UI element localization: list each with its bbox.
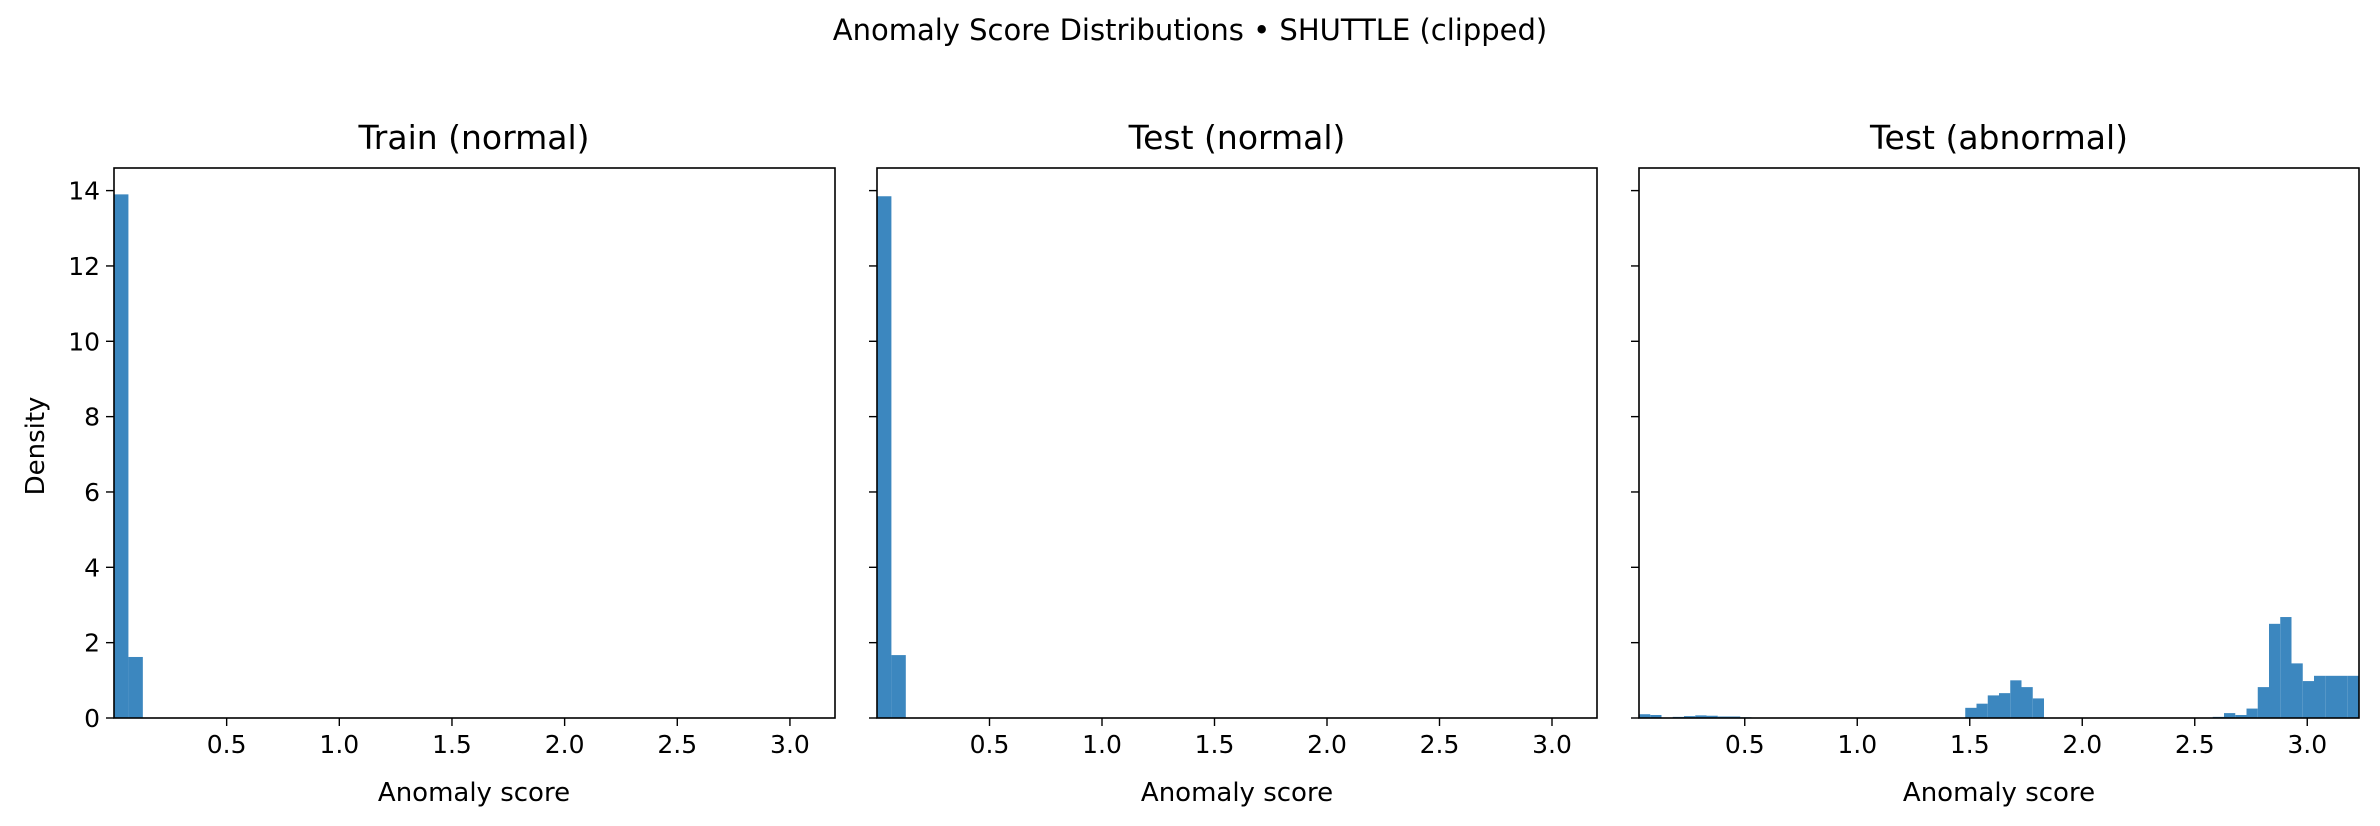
panel-2-plot: 0.5 1.0 1.5 2.0 2.5 3.0 [869,167,1598,759]
panel-3-bar [1976,703,1988,718]
panel-3-bar [1999,693,2011,718]
panel-2-axes-frame [876,167,1598,719]
panel-2-xlabel: Anomaly score [1141,778,1333,808]
panel-3-bar [2032,698,2044,718]
panel-1-x-tick-label: 3.0 [770,730,810,759]
panel-3-x-tick-label: 0.5 [1725,730,1765,759]
panel-1-x-tick-label: 2.5 [657,730,697,759]
panel-1-y-tick-label: 0 [84,704,100,733]
panel-3-x-tick-label: 3.0 [2287,730,2327,759]
panel-1-y-tick-label: 6 [84,478,100,507]
panel-1-x-tick-label: 1.0 [319,730,359,759]
panel-1-ylabel: Density [21,397,51,496]
panel-3-bar [2257,687,2269,718]
panel-3-x-tick-label: 1.5 [1950,730,1990,759]
panel-3-bar [2314,675,2326,718]
panel-3-bar [1650,714,1662,718]
panel-2-bar [891,655,906,718]
panel-1-x-tick-label: 2.0 [545,730,585,759]
panel-3-bar [2347,675,2359,718]
panel-1-plot: 0.5 1.0 1.5 2.0 2.5 3.0 0 2 4 6 8 10 12 14 [68,167,836,759]
panel-1-bar [114,194,129,718]
panel-2-x-tick-label: 2.5 [1420,730,1460,759]
panel-1-y-tick-label: 8 [84,403,100,432]
panel-3-bar [2291,663,2303,718]
panel-3-bar [1639,714,1651,718]
panel-3-bar [2325,675,2337,718]
panel-2-title: Test (normal) [1128,118,1346,157]
panel-3-bar [2302,681,2314,718]
panel-1-y-tick-label: 10 [68,327,100,356]
panel-3-plot: 0.5 1.0 1.5 2.0 2.5 3.0 [1631,167,2360,759]
panel-3-bar [1684,716,1696,718]
panel-3-bar [1987,695,1999,718]
panel-2-x-tick-label: 0.5 [970,730,1010,759]
panel-3-bar [2235,714,2247,718]
panel-3-title: Test (abnormal) [1869,118,2128,157]
panel-1-xlabel: Anomaly score [378,778,570,808]
panel-1-title: Train (normal) [357,118,589,157]
panel-3-bar [2224,713,2236,718]
panel-1-bar [128,656,143,718]
panel-2-x-tick-label: 1.5 [1195,730,1235,759]
panel-1-y-tick-label: 4 [84,553,100,582]
panel-3-bar [2246,708,2258,718]
figure-suptitle: Anomaly Score Distributions • SHUTTLE (c… [833,13,1548,47]
panel-3-x-tick-label: 2.5 [2175,730,2215,759]
panel-1-y-tick-label: 14 [68,177,100,206]
panel-3-bar [1706,715,1718,718]
panel-3-bar [2021,687,2033,718]
panel-3-bar [2010,680,2022,718]
panel-1-x-tick-label: 1.5 [432,730,472,759]
panel-3-bar [1695,715,1707,718]
panel-3-bar [2280,617,2292,718]
panel-3-x-tick-label: 2.0 [2062,730,2102,759]
panel-3-x-tick-label: 1.0 [1837,730,1877,759]
panel-1-y-tick-label: 2 [84,629,100,658]
panel-1-x-tick-label: 0.5 [207,730,247,759]
panel-2-x-tick-label: 3.0 [1532,730,1572,759]
panel-3-xlabel: Anomaly score [1903,778,2095,808]
panel-3-bar [2336,675,2348,718]
panel-2-bar [877,196,892,718]
panel-3-bar [1965,707,1977,718]
panel-2-x-tick-label: 1.0 [1082,730,1122,759]
panel-3-axes-frame [1638,167,2360,719]
panel-2-x-tick-label: 2.0 [1307,730,1347,759]
panel-1-y-tick-label: 12 [68,252,100,281]
panel-3-bar [2269,623,2281,718]
panel-1-axes-frame [113,167,836,719]
